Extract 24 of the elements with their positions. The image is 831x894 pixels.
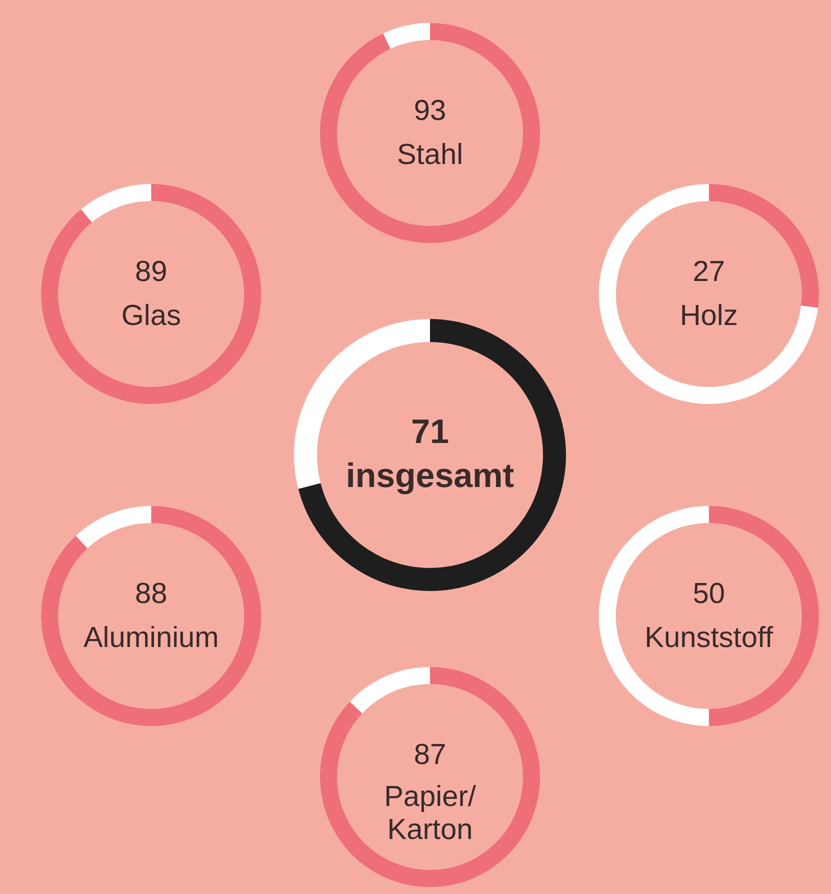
- slice-label: Papier/Karton: [384, 781, 477, 846]
- donut-slice: [383, 23, 430, 49]
- slice-label: insgesamt: [346, 457, 514, 495]
- donut-slice: [350, 667, 430, 714]
- donut-slice: [41, 184, 262, 404]
- donut-slice: [41, 506, 262, 726]
- data-label: 89: [135, 256, 168, 288]
- data-label: 87: [414, 739, 446, 771]
- data-label: 27: [692, 256, 725, 288]
- data-label: 88: [135, 578, 168, 610]
- data-label: 50: [692, 578, 725, 610]
- donut-slice: [81, 184, 152, 222]
- slice-label: Glas: [121, 300, 181, 332]
- slice-label: Kunststoff: [644, 622, 774, 654]
- slice-label: Stahl: [396, 139, 464, 171]
- slice-label: Holz: [680, 300, 738, 332]
- donut-slice: [320, 23, 540, 243]
- donut-slice: [76, 506, 152, 548]
- data-label: 71: [411, 413, 449, 451]
- donut-slice: [598, 184, 818, 404]
- donut-slice: [320, 667, 540, 887]
- slice-label: Aluminium: [83, 622, 219, 654]
- donut-slice: [298, 319, 566, 591]
- data-label: 93: [414, 95, 446, 127]
